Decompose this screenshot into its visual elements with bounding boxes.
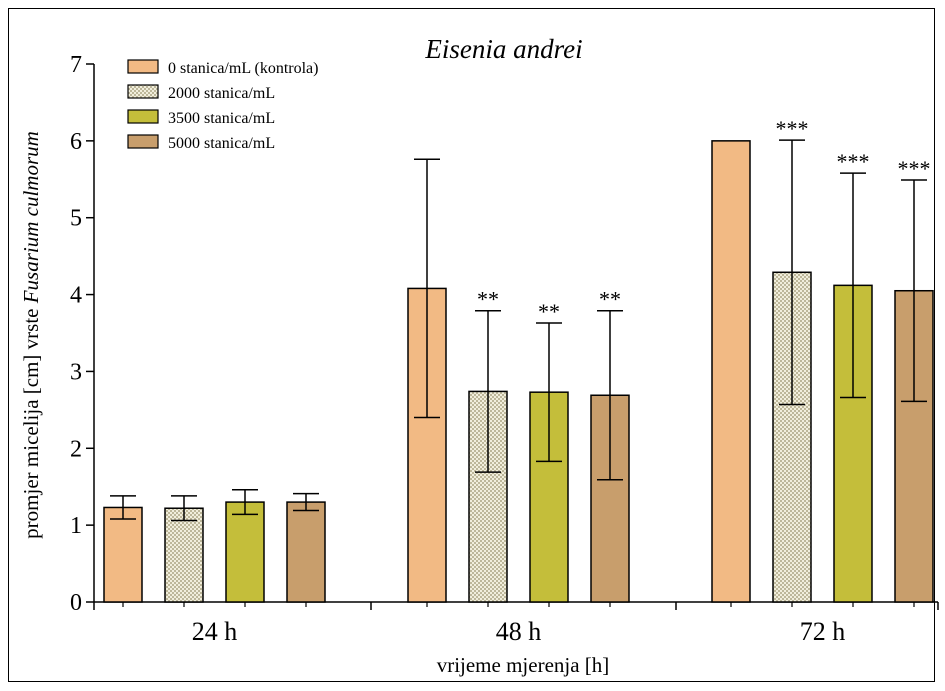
significance-label: *** bbox=[837, 149, 870, 174]
y-tick-label: 6 bbox=[70, 129, 82, 155]
legend-label: 3500 stanica/mL bbox=[168, 110, 275, 127]
y-tick-label: 0 bbox=[70, 590, 82, 616]
chart-title: Eisenia andrei bbox=[424, 34, 582, 64]
legend-swatch bbox=[127, 84, 159, 99]
x-category-label: 48 h bbox=[496, 617, 542, 646]
bar bbox=[711, 140, 751, 603]
y-tick-label: 7 bbox=[70, 52, 82, 78]
legend-swatch bbox=[127, 134, 159, 149]
legend-swatch bbox=[127, 59, 159, 74]
chart-frame bbox=[8, 8, 935, 682]
y-tick-label: 1 bbox=[70, 513, 82, 539]
bar bbox=[286, 501, 326, 603]
bar bbox=[225, 501, 265, 603]
y-axis-title-species: Fusarium culmorum bbox=[19, 131, 43, 304]
significance-label: ** bbox=[538, 299, 560, 324]
legend-label: 2000 stanica/mL bbox=[168, 85, 275, 102]
x-axis-title: vrijeme mjerenja [h] bbox=[437, 653, 610, 677]
significance-label: *** bbox=[776, 116, 809, 141]
bars-group: ** ** ******** *** bbox=[103, 116, 934, 603]
x-category-label: 72 h bbox=[800, 617, 846, 646]
legend-label: 5000 stanica/mL bbox=[168, 135, 275, 152]
axes: 0 1 2 3 4 5 6 7 24 h 48 h 72 h bbox=[70, 52, 939, 646]
y-tick-label: 5 bbox=[70, 206, 82, 232]
y-tick-label: 4 bbox=[70, 283, 82, 309]
y-axis-title: promjer micelija [cm] vrste Fusarium cul… bbox=[19, 131, 43, 539]
legend: 0 stanica/mL (kontrola) 2000 stanica/mL 35… bbox=[127, 59, 318, 152]
y-tick-label: 2 bbox=[70, 436, 82, 462]
legend-swatch bbox=[127, 109, 159, 124]
y-axis-title-plain: promjer micelija [cm] vrste bbox=[19, 303, 43, 539]
y-tick-label: 3 bbox=[70, 359, 82, 385]
significance-label: *** bbox=[898, 156, 931, 181]
significance-label: ** bbox=[599, 287, 621, 312]
x-category-label: 24 h bbox=[192, 617, 238, 646]
significance-label: ** bbox=[477, 287, 499, 312]
bar bbox=[164, 507, 204, 603]
bar bbox=[103, 506, 143, 603]
legend-label: 0 stanica/mL (kontrola) bbox=[168, 60, 318, 77]
